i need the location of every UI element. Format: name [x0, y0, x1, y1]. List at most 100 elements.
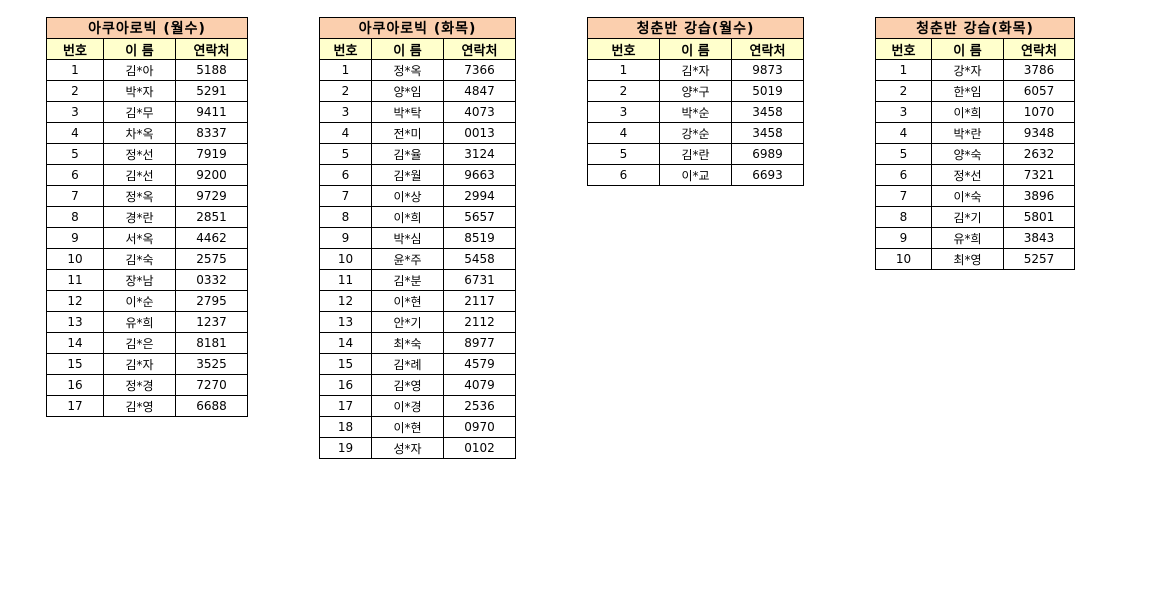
- number-cell[interactable]: 1: [875, 59, 932, 81]
- number-cell[interactable]: 14: [319, 332, 372, 354]
- contact-cell[interactable]: 3458: [731, 122, 804, 144]
- name-cell[interactable]: 박*심: [371, 227, 444, 249]
- number-cell[interactable]: 16: [46, 374, 104, 396]
- contact-cell[interactable]: 9200: [175, 164, 248, 186]
- name-cell[interactable]: 박*탁: [371, 101, 444, 123]
- contact-cell[interactable]: 3124: [443, 143, 516, 165]
- name-cell[interactable]: 윤*주: [371, 248, 444, 270]
- contact-cell[interactable]: 5801: [1003, 206, 1075, 228]
- contact-cell[interactable]: 2851: [175, 206, 248, 228]
- contact-cell[interactable]: 3786: [1003, 59, 1075, 81]
- contact-cell[interactable]: 0013: [443, 122, 516, 144]
- number-cell[interactable]: 5: [587, 143, 660, 165]
- number-cell[interactable]: 2: [319, 80, 372, 102]
- contact-cell[interactable]: 3458: [731, 101, 804, 123]
- name-cell[interactable]: 김*영: [371, 374, 444, 396]
- contact-cell[interactable]: 2632: [1003, 143, 1075, 165]
- contact-cell[interactable]: 5291: [175, 80, 248, 102]
- contact-cell[interactable]: 7270: [175, 374, 248, 396]
- name-cell[interactable]: 박*순: [659, 101, 732, 123]
- name-cell[interactable]: 최*숙: [371, 332, 444, 354]
- number-cell[interactable]: 4: [587, 122, 660, 144]
- name-cell[interactable]: 안*기: [371, 311, 444, 333]
- contact-cell[interactable]: 5257: [1003, 248, 1075, 270]
- name-cell[interactable]: 김*분: [371, 269, 444, 291]
- number-cell[interactable]: 5: [319, 143, 372, 165]
- number-cell[interactable]: 5: [875, 143, 932, 165]
- number-cell[interactable]: 7: [46, 185, 104, 207]
- contact-cell[interactable]: 7321: [1003, 164, 1075, 186]
- name-cell[interactable]: 김*율: [371, 143, 444, 165]
- contact-cell[interactable]: 8519: [443, 227, 516, 249]
- number-cell[interactable]: 1: [319, 59, 372, 81]
- contact-cell[interactable]: 2994: [443, 185, 516, 207]
- number-cell[interactable]: 14: [46, 332, 104, 354]
- number-cell[interactable]: 9: [46, 227, 104, 249]
- number-cell[interactable]: 2: [46, 80, 104, 102]
- contact-cell[interactable]: 6731: [443, 269, 516, 291]
- contact-cell[interactable]: 0102: [443, 437, 516, 459]
- name-cell[interactable]: 김*례: [371, 353, 444, 375]
- number-cell[interactable]: 2: [875, 80, 932, 102]
- name-cell[interactable]: 정*옥: [371, 59, 444, 81]
- number-cell[interactable]: 1: [46, 59, 104, 81]
- name-cell[interactable]: 이*경: [371, 395, 444, 417]
- contact-cell[interactable]: 3525: [175, 353, 248, 375]
- name-cell[interactable]: 김*자: [103, 353, 176, 375]
- number-cell[interactable]: 4: [319, 122, 372, 144]
- contact-cell[interactable]: 9348: [1003, 122, 1075, 144]
- contact-cell[interactable]: 5458: [443, 248, 516, 270]
- contact-cell[interactable]: 2575: [175, 248, 248, 270]
- contact-cell[interactable]: 9663: [443, 164, 516, 186]
- name-cell[interactable]: 양*구: [659, 80, 732, 102]
- name-cell[interactable]: 정*선: [931, 164, 1004, 186]
- number-cell[interactable]: 6: [875, 164, 932, 186]
- contact-cell[interactable]: 3896: [1003, 185, 1075, 207]
- name-cell[interactable]: 전*미: [371, 122, 444, 144]
- contact-cell[interactable]: 1070: [1003, 101, 1075, 123]
- number-cell[interactable]: 6: [46, 164, 104, 186]
- number-cell[interactable]: 5: [46, 143, 104, 165]
- number-cell[interactable]: 12: [46, 290, 104, 312]
- name-cell[interactable]: 유*희: [103, 311, 176, 333]
- contact-cell[interactable]: 9873: [731, 59, 804, 81]
- name-cell[interactable]: 김*자: [659, 59, 732, 81]
- name-cell[interactable]: 김*은: [103, 332, 176, 354]
- number-cell[interactable]: 3: [46, 101, 104, 123]
- contact-cell[interactable]: 0332: [175, 269, 248, 291]
- contact-cell[interactable]: 4462: [175, 227, 248, 249]
- name-cell[interactable]: 김*선: [103, 164, 176, 186]
- contact-cell[interactable]: 4073: [443, 101, 516, 123]
- contact-cell[interactable]: 9729: [175, 185, 248, 207]
- name-cell[interactable]: 강*순: [659, 122, 732, 144]
- number-cell[interactable]: 9: [875, 227, 932, 249]
- contact-cell[interactable]: 8337: [175, 122, 248, 144]
- name-cell[interactable]: 정*선: [103, 143, 176, 165]
- number-cell[interactable]: 17: [46, 395, 104, 417]
- number-cell[interactable]: 16: [319, 374, 372, 396]
- number-cell[interactable]: 9: [319, 227, 372, 249]
- contact-cell[interactable]: 2795: [175, 290, 248, 312]
- name-cell[interactable]: 이*현: [371, 416, 444, 438]
- number-cell[interactable]: 17: [319, 395, 372, 417]
- name-cell[interactable]: 김*월: [371, 164, 444, 186]
- contact-cell[interactable]: 7919: [175, 143, 248, 165]
- number-cell[interactable]: 7: [319, 185, 372, 207]
- name-cell[interactable]: 이*숙: [931, 185, 1004, 207]
- contact-cell[interactable]: 6693: [731, 164, 804, 186]
- number-cell[interactable]: 4: [875, 122, 932, 144]
- name-cell[interactable]: 김*란: [659, 143, 732, 165]
- contact-cell[interactable]: 0970: [443, 416, 516, 438]
- contact-cell[interactable]: 5188: [175, 59, 248, 81]
- number-cell[interactable]: 12: [319, 290, 372, 312]
- number-cell[interactable]: 15: [46, 353, 104, 375]
- contact-cell[interactable]: 2112: [443, 311, 516, 333]
- contact-cell[interactable]: 4079: [443, 374, 516, 396]
- contact-cell[interactable]: 2117: [443, 290, 516, 312]
- number-cell[interactable]: 13: [319, 311, 372, 333]
- number-cell[interactable]: 3: [875, 101, 932, 123]
- number-cell[interactable]: 13: [46, 311, 104, 333]
- number-cell[interactable]: 18: [319, 416, 372, 438]
- contact-cell[interactable]: 5657: [443, 206, 516, 228]
- contact-cell[interactable]: 6688: [175, 395, 248, 417]
